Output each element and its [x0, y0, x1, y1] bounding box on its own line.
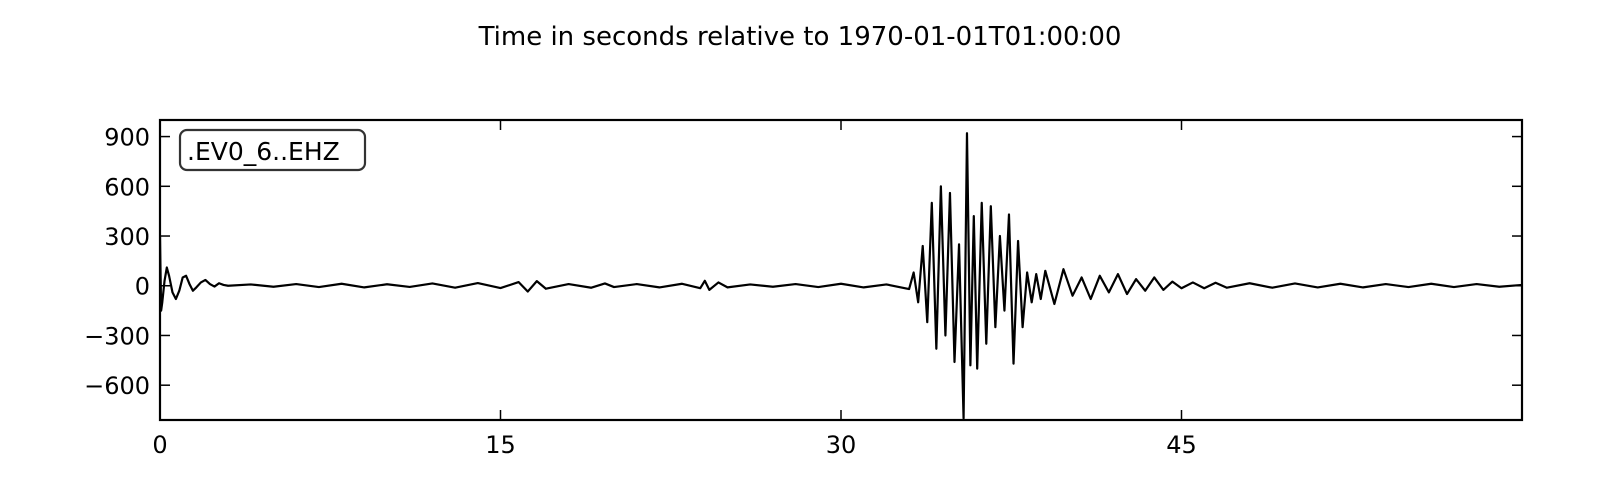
y-tick-label: 0: [135, 273, 150, 301]
x-tick-label: 30: [826, 431, 857, 459]
y-tick-label: −600: [84, 372, 150, 400]
trace-label: .EV0_6..EHZ: [187, 137, 340, 166]
y-tick-label: 300: [104, 223, 150, 251]
y-tick-label: 600: [104, 173, 150, 201]
x-tick-label: 15: [485, 431, 516, 459]
x-tick-label: 0: [152, 431, 167, 459]
y-tick-label: 900: [104, 124, 150, 152]
waveform-line: [160, 132, 1522, 420]
x-tick-label: 45: [1166, 431, 1197, 459]
y-tick-label: −300: [84, 322, 150, 350]
trace-label-box: [178, 128, 367, 172]
chart-title: Time in seconds relative to 1970-01-01T0…: [478, 22, 1122, 52]
